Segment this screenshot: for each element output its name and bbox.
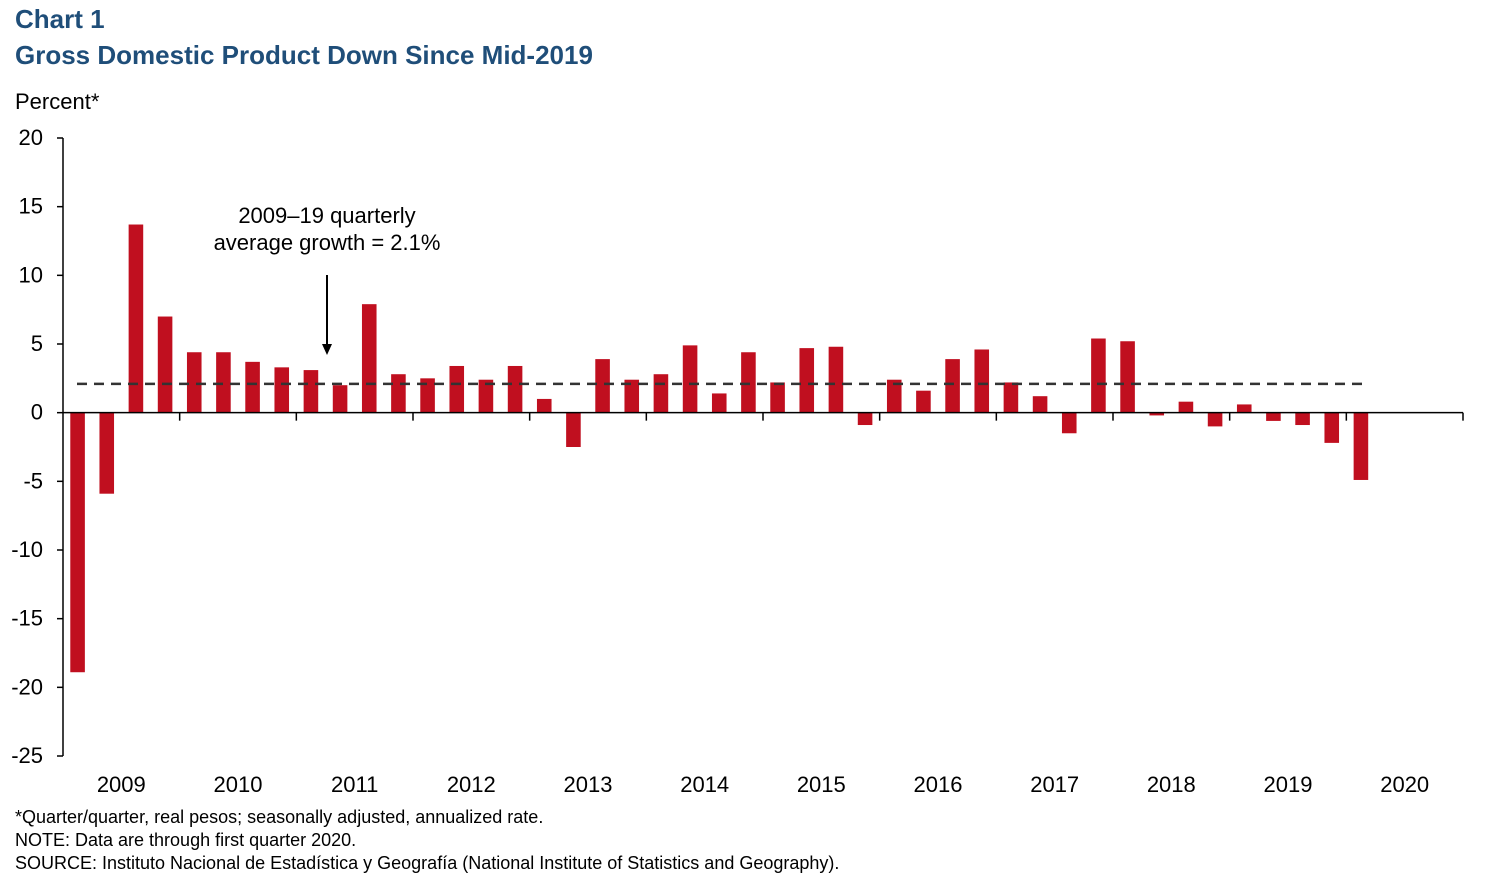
bar	[741, 352, 756, 413]
bar	[157, 316, 173, 413]
bar	[303, 370, 319, 413]
y-tick-label: -20	[11, 674, 43, 699]
bar	[1324, 412, 1340, 443]
bar	[1266, 412, 1281, 421]
x-tick-label: 2012	[447, 772, 496, 797]
bar	[391, 374, 406, 413]
bar	[886, 379, 902, 413]
y-tick-label: -10	[11, 537, 43, 562]
bar	[1178, 401, 1194, 413]
bar	[1149, 412, 1165, 416]
bar	[1236, 404, 1252, 413]
bar	[332, 385, 348, 413]
bar	[245, 361, 260, 413]
bar	[682, 345, 698, 413]
annotation-text: average growth = 2.1%	[214, 230, 441, 255]
x-tick-label: 2011	[331, 772, 378, 797]
bar	[974, 349, 990, 413]
y-tick-label: 0	[31, 400, 43, 425]
bar	[857, 412, 873, 426]
footnote-note: NOTE: Data are through first quarter 202…	[15, 830, 357, 850]
y-axis-label: Percent*	[15, 89, 100, 114]
x-tick-label: 2010	[214, 772, 263, 797]
x-tick-label: 2013	[564, 772, 613, 797]
bar	[478, 379, 494, 413]
y-tick-label: 5	[31, 331, 43, 356]
chart-title: Gross Domestic Product Down Since Mid-20…	[15, 40, 593, 70]
bar	[1353, 412, 1369, 480]
bar	[1032, 396, 1048, 413]
x-tick-label: 2018	[1147, 772, 1196, 797]
footnote-unit: *Quarter/quarter, real pesos; seasonally…	[15, 807, 544, 827]
bar	[1207, 412, 1223, 427]
bar	[274, 367, 290, 413]
bar	[1120, 341, 1135, 413]
x-tick-label: 2009	[97, 772, 146, 797]
bar	[595, 359, 610, 413]
bar	[1295, 412, 1310, 426]
x-tick-label: 2019	[1264, 772, 1313, 797]
y-tick-label: -15	[11, 606, 43, 631]
y-tick-label: 15	[19, 194, 43, 219]
bar	[1091, 338, 1106, 413]
y-tick-label: -5	[23, 468, 43, 493]
bar	[1061, 412, 1077, 434]
y-tick-label: -25	[11, 743, 43, 768]
x-tick-label: 2015	[797, 772, 846, 797]
bar	[653, 374, 669, 413]
bar	[70, 412, 85, 673]
bar	[711, 393, 727, 413]
bar	[624, 379, 640, 413]
bar	[799, 348, 815, 413]
bar	[361, 304, 377, 413]
x-tick-label: 2016	[914, 772, 963, 797]
bar	[536, 398, 552, 413]
bar	[216, 352, 231, 413]
bar	[1003, 382, 1019, 413]
bar	[507, 365, 523, 413]
bar	[128, 224, 144, 413]
footnote-source: SOURCE: Instituto Nacional de Estadístic…	[15, 853, 840, 873]
bar	[566, 412, 581, 447]
y-tick-label: 20	[19, 125, 43, 150]
y-tick-label: 10	[19, 262, 43, 287]
bar	[828, 346, 844, 413]
bar	[420, 378, 435, 413]
annotation-arrow-head	[322, 344, 332, 355]
bar	[770, 382, 785, 413]
bar	[916, 390, 931, 413]
bar	[945, 359, 960, 413]
bar	[99, 412, 115, 494]
x-tick-label: 2020	[1380, 772, 1429, 797]
bar	[186, 352, 202, 413]
bar	[449, 365, 465, 413]
x-tick-label: 2017	[1030, 772, 1079, 797]
x-tick-label: 2014	[680, 772, 729, 797]
chart-number: Chart 1	[15, 4, 105, 34]
annotation-text: 2009–19 quarterly	[238, 203, 415, 228]
